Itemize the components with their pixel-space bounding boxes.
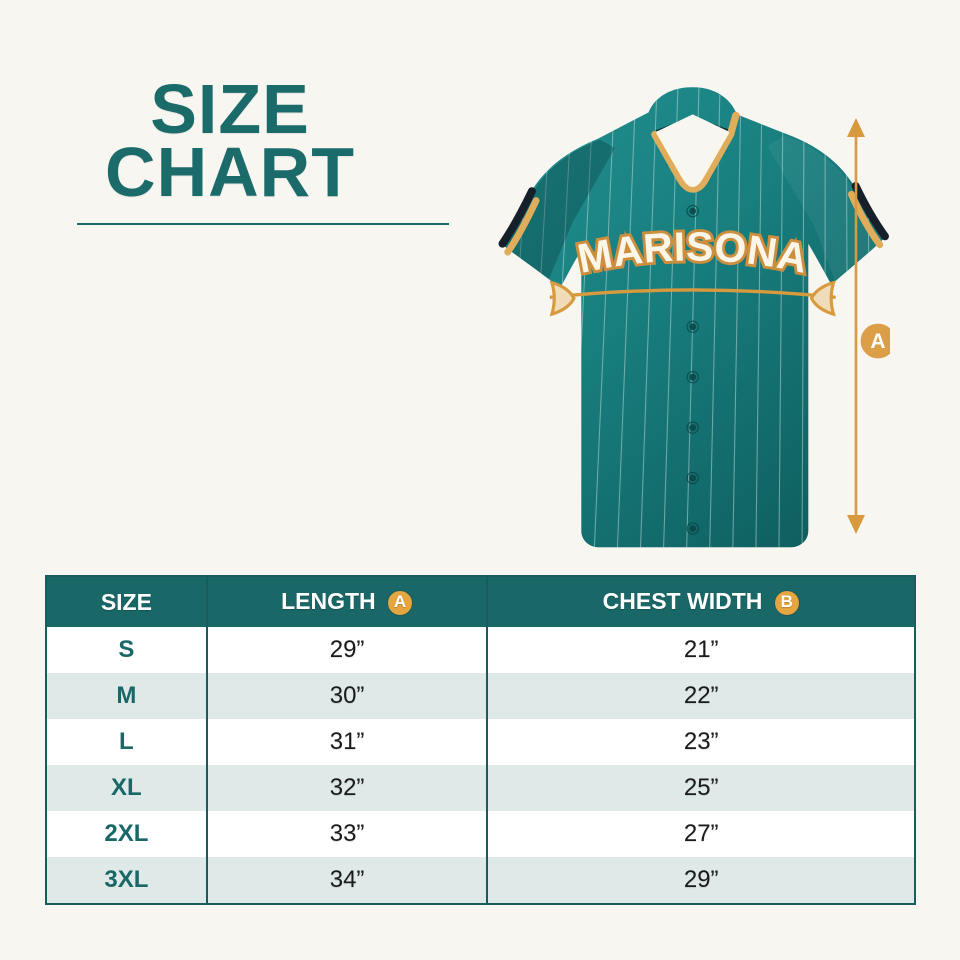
svg-text:A: A — [870, 330, 885, 353]
